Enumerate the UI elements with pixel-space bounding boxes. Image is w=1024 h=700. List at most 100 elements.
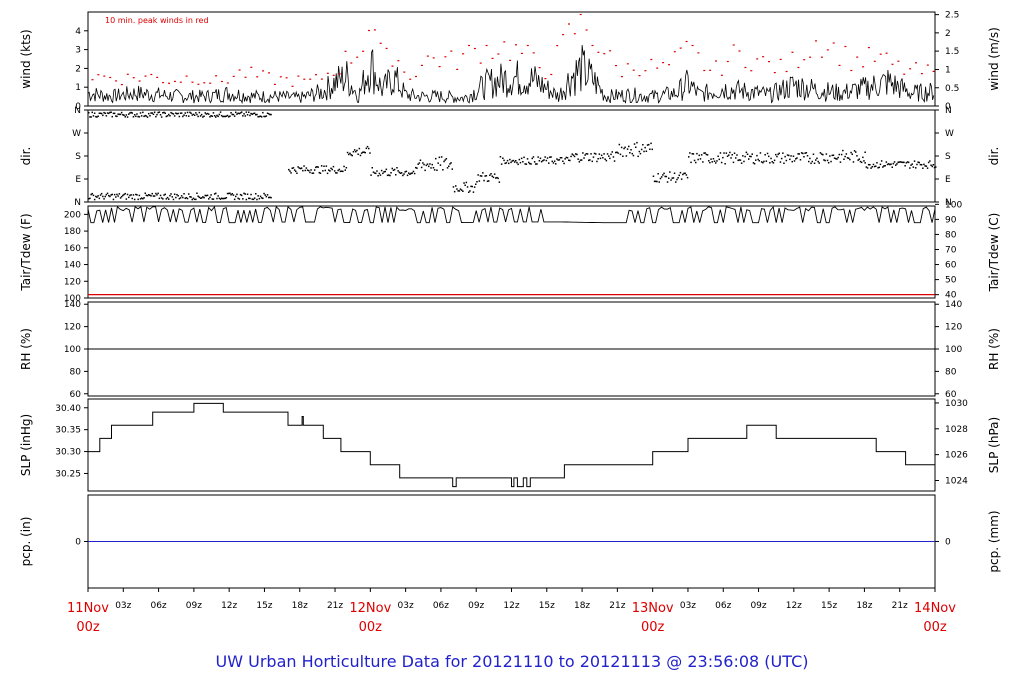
hour-label: 21z bbox=[892, 601, 908, 611]
dir-point bbox=[184, 112, 186, 114]
peak-wind-point bbox=[615, 65, 617, 67]
dir-point bbox=[502, 157, 504, 159]
dir-point bbox=[909, 167, 911, 169]
peak-wind-point bbox=[779, 58, 782, 60]
peak-wind-point bbox=[138, 80, 141, 82]
dir-left-tick-label: E bbox=[75, 175, 81, 185]
dir-point bbox=[106, 192, 109, 195]
dir-point bbox=[370, 174, 372, 176]
dir-point bbox=[245, 198, 248, 201]
dir-point bbox=[95, 115, 97, 118]
dir-point bbox=[137, 115, 139, 118]
dir-point bbox=[712, 158, 715, 160]
dir-point bbox=[192, 197, 195, 200]
dir-point bbox=[858, 158, 860, 160]
peak-wind-point bbox=[191, 81, 194, 83]
dir-point bbox=[151, 192, 153, 195]
dir-point bbox=[646, 144, 649, 146]
dir-point bbox=[237, 197, 239, 200]
temp-frame bbox=[87, 205, 936, 299]
dir-point bbox=[264, 115, 266, 118]
dir-point bbox=[309, 171, 311, 174]
dir-point bbox=[270, 196, 272, 199]
dir-point bbox=[252, 198, 255, 201]
dir-point bbox=[511, 160, 513, 162]
hour-label: 12z bbox=[786, 601, 802, 611]
dir-point bbox=[435, 157, 437, 160]
dir-point bbox=[478, 180, 481, 182]
peak-wind-point bbox=[109, 76, 112, 79]
peak-wind-point bbox=[650, 58, 653, 61]
dir-point bbox=[539, 157, 542, 160]
dir-point bbox=[476, 181, 478, 183]
dir-point bbox=[169, 194, 171, 197]
dir-point bbox=[148, 112, 150, 115]
dir-point bbox=[220, 114, 223, 117]
dir-point bbox=[162, 198, 164, 200]
dir-point bbox=[413, 172, 416, 175]
dir-point bbox=[138, 116, 141, 118]
dir-point bbox=[252, 112, 255, 115]
peak-wind-point bbox=[309, 78, 312, 80]
peak-wind-point bbox=[303, 78, 306, 80]
hour-label: 18z bbox=[856, 601, 872, 611]
dir-point bbox=[724, 163, 726, 165]
dir-point bbox=[257, 195, 259, 197]
dir-point bbox=[917, 161, 919, 163]
panel-pcp: 0 0 pcp. (in) pcp. (mm) bbox=[19, 494, 1001, 589]
dir-point bbox=[776, 155, 778, 158]
dir-point bbox=[238, 112, 241, 115]
dir-point bbox=[835, 157, 837, 160]
dir-point bbox=[213, 115, 216, 117]
dir-point bbox=[737, 159, 739, 162]
dir-point bbox=[876, 162, 878, 164]
dir-point bbox=[692, 153, 695, 155]
dir-point bbox=[528, 161, 530, 164]
dir-point bbox=[297, 166, 299, 168]
dir-point bbox=[420, 166, 423, 169]
dir-point bbox=[716, 160, 718, 162]
dir-point bbox=[311, 172, 313, 174]
dir-point bbox=[453, 190, 456, 193]
dir-point bbox=[560, 157, 563, 159]
dir-point bbox=[268, 113, 270, 115]
dir-point bbox=[845, 153, 848, 155]
dir-point bbox=[170, 193, 172, 195]
dir-point bbox=[97, 115, 99, 117]
dir-point bbox=[235, 111, 237, 114]
dir-point bbox=[591, 160, 593, 163]
temp-left-tick-label: 180 bbox=[64, 227, 81, 237]
dir-point bbox=[504, 162, 506, 165]
dir-point bbox=[91, 192, 93, 195]
dir-point bbox=[464, 184, 466, 186]
dir-point bbox=[733, 152, 736, 154]
dir-point bbox=[925, 165, 928, 167]
slp-right-tick-label: 1030 bbox=[945, 399, 968, 409]
peak-wind-point bbox=[379, 42, 382, 44]
temp-right-tick-label: 50 bbox=[945, 276, 957, 286]
dir-point bbox=[626, 148, 629, 150]
date-hour-label: 00z bbox=[641, 620, 665, 635]
dir-point bbox=[391, 167, 393, 170]
wind-left-tick-label: 2 bbox=[75, 64, 81, 74]
dir-point bbox=[880, 160, 883, 162]
dir-point bbox=[523, 156, 525, 159]
dir-point bbox=[898, 161, 900, 163]
dir-point bbox=[390, 172, 392, 174]
dir-point bbox=[813, 162, 816, 164]
dir-point bbox=[129, 194, 131, 197]
dir-point bbox=[557, 159, 559, 161]
dir-point bbox=[222, 115, 224, 118]
dir-point bbox=[643, 150, 645, 153]
dir-point bbox=[788, 154, 790, 157]
peak-wind-point bbox=[132, 77, 135, 79]
dir-point bbox=[725, 152, 728, 154]
dir-point bbox=[192, 113, 195, 116]
dir-point bbox=[356, 149, 358, 152]
dir-point bbox=[325, 165, 328, 167]
dir-point bbox=[225, 115, 228, 117]
peak-wind-point bbox=[473, 47, 476, 50]
dir-point bbox=[178, 197, 181, 200]
dir-point bbox=[713, 160, 716, 162]
dir-point bbox=[219, 198, 222, 200]
